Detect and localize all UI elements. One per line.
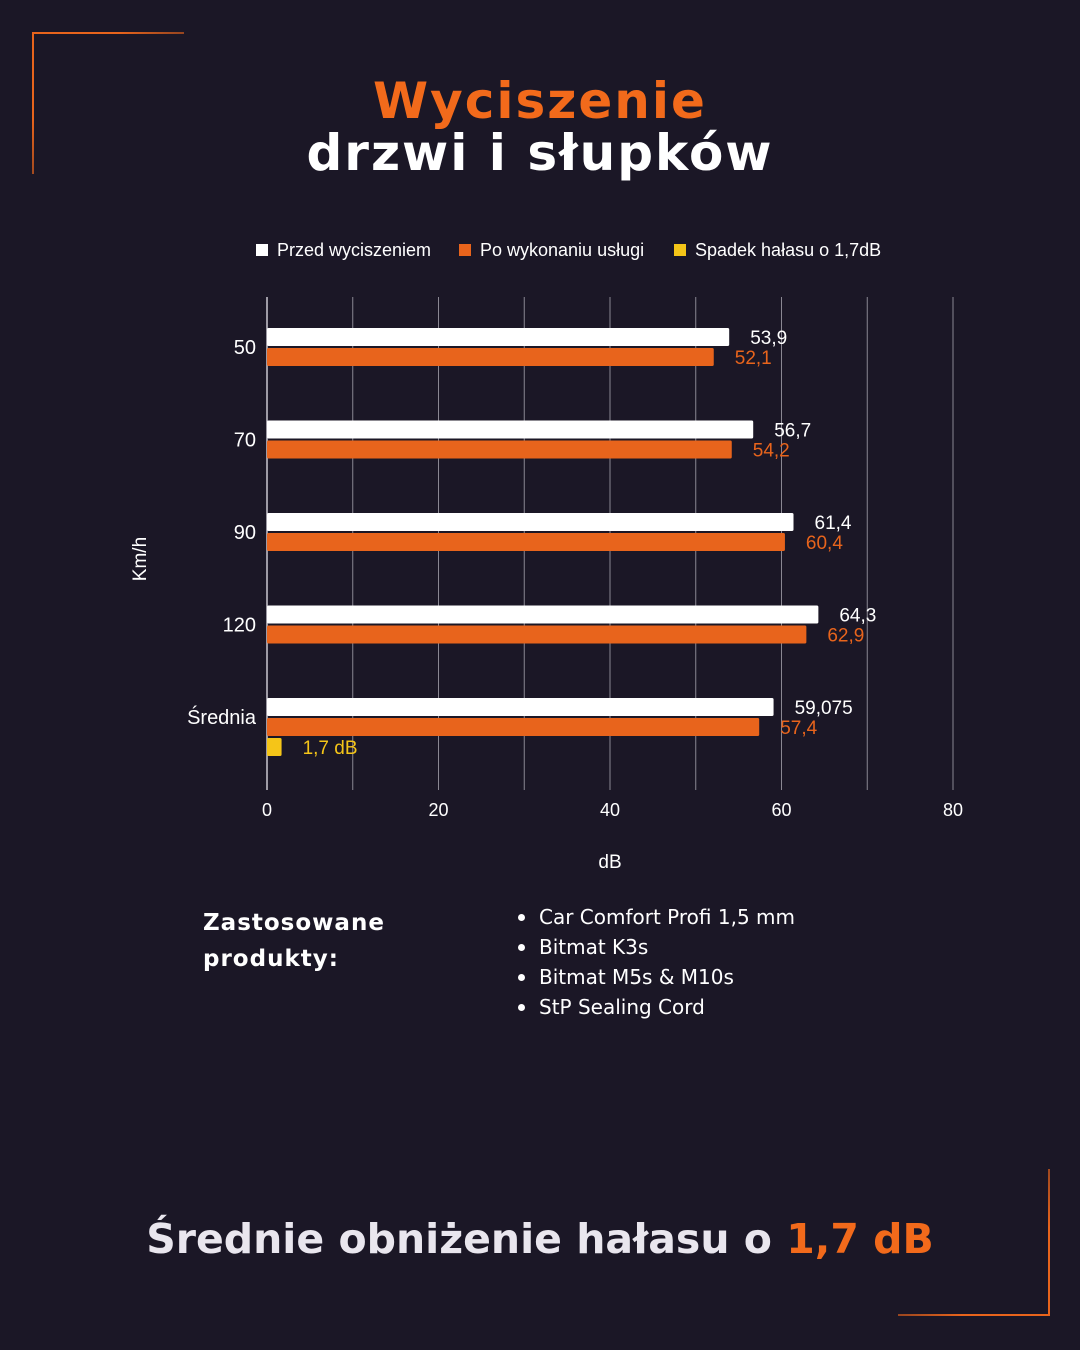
bar bbox=[267, 718, 760, 736]
data-label: 52,1 bbox=[735, 348, 772, 369]
corner-decoration-bottom-right bbox=[898, 1169, 1050, 1316]
x-tick-label: 80 bbox=[943, 800, 963, 820]
data-label: 64,3 bbox=[839, 606, 876, 627]
y-tick-label: Średnia bbox=[187, 705, 257, 729]
summary-main: Średnie obniżenie hałasu o bbox=[146, 1215, 787, 1263]
bar bbox=[267, 738, 282, 756]
legend-swatch bbox=[459, 244, 471, 256]
data-label: 1,7 dB bbox=[303, 738, 358, 759]
bar bbox=[267, 348, 714, 366]
x-tick-label: 40 bbox=[600, 800, 620, 820]
bar bbox=[267, 440, 732, 459]
products-heading: Zastosowane produkty: bbox=[203, 905, 385, 977]
bar bbox=[267, 420, 754, 439]
product-item: Car Comfort Profi 1,5 mm bbox=[518, 902, 795, 932]
y-tick-label: 120 bbox=[223, 615, 256, 637]
data-label: 54,2 bbox=[753, 441, 790, 462]
bar bbox=[267, 513, 794, 531]
summary-text: Średnie obniżenie hałasu o 1,7 dB bbox=[0, 1215, 1080, 1263]
x-tick-label: 0 bbox=[262, 800, 272, 820]
x-tick-label: 20 bbox=[428, 800, 448, 820]
y-axis-title: Km/h bbox=[130, 537, 151, 581]
corner-decoration-top-left bbox=[32, 32, 184, 174]
bar bbox=[267, 625, 807, 644]
legend-label: Przed wyciszeniem bbox=[277, 240, 431, 260]
bar bbox=[267, 533, 785, 551]
data-label: 61,4 bbox=[815, 513, 852, 534]
products-heading-line-2: produkty: bbox=[203, 946, 339, 972]
product-item: Bitmat M5s & M10s bbox=[518, 962, 795, 992]
y-tick-label: 70 bbox=[234, 430, 256, 452]
legend-label: Po wykonaniu usługi bbox=[480, 240, 644, 260]
legend-swatch bbox=[674, 244, 686, 256]
bar bbox=[267, 605, 819, 624]
title-line-1: Wyciszenie bbox=[373, 72, 707, 130]
products-list: Car Comfort Profi 1,5 mm Bitmat K3s Bitm… bbox=[518, 902, 795, 1022]
x-tick-label: 60 bbox=[771, 800, 791, 820]
data-label: 62,9 bbox=[827, 626, 864, 647]
summary-highlight: 1,7 dB bbox=[786, 1215, 934, 1263]
product-item: StP Sealing Cord bbox=[518, 992, 795, 1022]
x-axis-title: dB bbox=[598, 852, 621, 873]
y-tick-label: 90 bbox=[234, 522, 256, 544]
product-item: Bitmat K3s bbox=[518, 932, 795, 962]
legend-swatch bbox=[256, 244, 268, 256]
y-tick-label: 50 bbox=[234, 337, 256, 359]
products-heading-line-1: Zastosowane bbox=[203, 910, 385, 936]
data-label: 60,4 bbox=[806, 533, 843, 554]
bar bbox=[267, 698, 774, 716]
data-label: 59,075 bbox=[795, 698, 853, 719]
legend-label: Spadek hałasu o 1,7dB bbox=[695, 240, 881, 260]
bar-chart: Przed wyciszeniem Po wykonaniu usługi Spad… bbox=[130, 240, 963, 873]
data-label: 56,7 bbox=[774, 421, 811, 442]
title-line-2: drzwi i słupków bbox=[306, 124, 774, 182]
bar bbox=[267, 328, 730, 346]
data-label: 53,9 bbox=[750, 328, 787, 349]
data-label: 57,4 bbox=[780, 718, 817, 739]
